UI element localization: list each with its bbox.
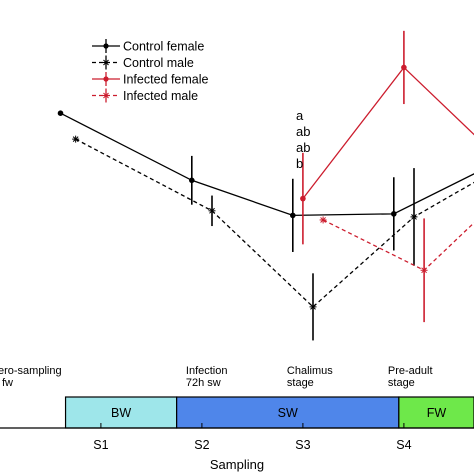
- legend-item: Control female: [92, 39, 204, 54]
- significance-letter: a: [296, 108, 304, 123]
- series-infected-female: [300, 30, 474, 245]
- legend-label: Control male: [123, 56, 194, 70]
- sampling-annotation-s3-0: Chalimus: [287, 365, 333, 377]
- x-tick-label: S3: [295, 438, 310, 452]
- sampling-annotation-s2-1: 72h sw: [186, 377, 221, 389]
- sampling-annotation-s1-0: ero-sampling: [0, 365, 62, 377]
- data-point: [420, 266, 428, 274]
- x-tick-label: S2: [194, 438, 209, 452]
- series-line: [60, 112, 474, 217]
- data-point: [290, 212, 296, 219]
- series-control-male: [72, 135, 474, 341]
- legend-label: Infected female: [123, 73, 209, 87]
- legend-item: Infected male: [92, 88, 198, 103]
- significance-letter: ab: [296, 140, 310, 155]
- x-axis-label: Sampling: [210, 457, 264, 472]
- significance-letter: ab: [296, 124, 310, 139]
- sampling-annotation-s3-1: stage: [287, 377, 314, 389]
- legend-label: Infected male: [123, 89, 198, 103]
- legend-item: Infected female: [92, 72, 209, 87]
- sampling-annotation-s4-0: Pre-adult: [388, 365, 433, 377]
- data-point: [208, 207, 216, 215]
- phase-sw: [176, 396, 400, 429]
- series-infected-male: [319, 216, 474, 323]
- legend-item: Control male: [92, 55, 194, 70]
- sampling-annotation-s4-1: stage: [388, 377, 415, 389]
- data-point: [401, 64, 407, 71]
- data-point: [57, 110, 64, 116]
- series-group: [57, 30, 474, 341]
- data-point: [319, 216, 327, 224]
- x-axis: S1S2S3S4S5S6: [0, 423, 474, 452]
- series-line: [302, 66, 474, 199]
- phase-label: SW: [278, 406, 298, 420]
- data-point: [300, 195, 306, 202]
- phase-label: FW: [427, 406, 447, 420]
- x-tick-label: S4: [396, 438, 411, 452]
- x-tick-label: S1: [93, 438, 108, 452]
- significance-letter: b: [296, 156, 303, 171]
- phase-fw: [398, 396, 474, 429]
- phase-label: BW: [111, 406, 131, 420]
- series-control-female: [57, 110, 474, 252]
- phase-bar: BW SW FW: [64, 396, 474, 429]
- data-point: [72, 135, 80, 143]
- sampling-annotation-s2-0: Infection: [186, 365, 228, 377]
- legend: Control female Control male Infected femal…: [92, 39, 209, 103]
- sampling-annotation-s1-1: fw: [2, 377, 13, 389]
- data-point: [189, 177, 195, 184]
- data-point: [391, 211, 397, 217]
- data-point: [309, 303, 317, 311]
- series-line: [322, 219, 474, 272]
- data-point: [410, 213, 418, 221]
- legend-label: Control female: [123, 40, 204, 54]
- series-line: [75, 138, 474, 308]
